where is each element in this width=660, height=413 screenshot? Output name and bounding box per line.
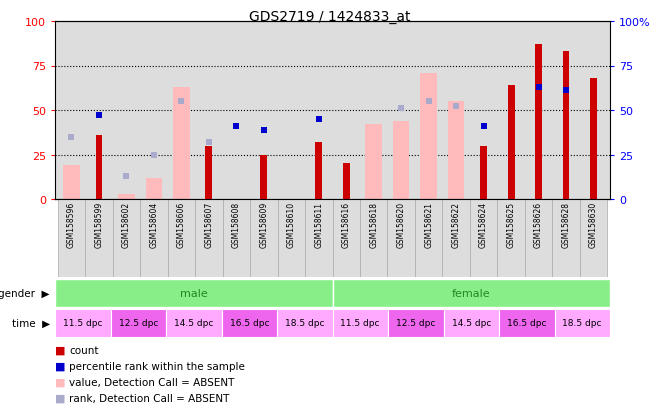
Bar [85, 199, 113, 277]
Text: 14.5 dpc: 14.5 dpc [451, 319, 491, 328]
Text: GSM158618: GSM158618 [369, 202, 378, 247]
Text: 12.5 dpc: 12.5 dpc [119, 319, 158, 328]
Text: GSM158626: GSM158626 [534, 202, 543, 247]
Bar [261, 155, 267, 199]
Bar [113, 199, 140, 277]
Text: GSM158630: GSM158630 [589, 202, 598, 248]
Bar [480, 146, 487, 199]
Bar [508, 86, 515, 199]
Text: GSM158599: GSM158599 [94, 202, 104, 248]
Text: GSM158624: GSM158624 [479, 202, 488, 247]
Text: ■: ■ [55, 345, 65, 355]
Text: female: female [452, 288, 490, 298]
Text: GSM158604: GSM158604 [149, 202, 158, 248]
Bar [470, 199, 498, 277]
Bar [205, 146, 213, 199]
Text: 18.5 dpc: 18.5 dpc [562, 319, 602, 328]
Text: 16.5 dpc: 16.5 dpc [230, 319, 269, 328]
Text: value, Detection Call = ABSENT: value, Detection Call = ABSENT [69, 377, 234, 387]
Text: GSM158607: GSM158607 [205, 202, 213, 248]
Bar [57, 199, 85, 277]
Bar [415, 199, 442, 277]
Text: GSM158616: GSM158616 [342, 202, 350, 247]
Bar [562, 52, 570, 199]
Text: rank, Detection Call = ABSENT: rank, Detection Call = ABSENT [69, 393, 230, 403]
Bar [590, 79, 597, 199]
Text: 14.5 dpc: 14.5 dpc [174, 319, 213, 328]
Bar [343, 164, 350, 199]
Bar [420, 74, 437, 199]
Bar [166, 309, 222, 337]
Bar [535, 45, 542, 199]
Bar [63, 166, 80, 199]
Bar [55, 309, 110, 337]
Bar [366, 125, 382, 199]
Bar [448, 102, 465, 199]
Text: male: male [180, 288, 208, 298]
Bar [222, 199, 250, 277]
Bar [360, 199, 387, 277]
Bar [333, 199, 360, 277]
Bar [305, 199, 333, 277]
Bar [579, 199, 607, 277]
Bar [140, 199, 168, 277]
Bar [554, 309, 610, 337]
Bar [278, 199, 305, 277]
Text: GSM158608: GSM158608 [232, 202, 241, 247]
Text: GSM158625: GSM158625 [507, 202, 515, 247]
Text: 16.5 dpc: 16.5 dpc [507, 319, 546, 328]
Text: GSM158596: GSM158596 [67, 202, 76, 248]
Bar [110, 309, 166, 337]
Text: ■: ■ [55, 377, 65, 387]
Bar [525, 199, 552, 277]
Text: GSM158620: GSM158620 [397, 202, 406, 247]
Bar [444, 309, 499, 337]
Bar [55, 279, 333, 307]
Text: ■: ■ [55, 361, 65, 371]
Text: 18.5 dpc: 18.5 dpc [285, 319, 325, 328]
Text: 11.5 dpc: 11.5 dpc [63, 319, 102, 328]
Text: time  ▶: time ▶ [12, 318, 50, 328]
Bar [333, 279, 610, 307]
Text: percentile rank within the sample: percentile rank within the sample [69, 361, 245, 371]
Bar [499, 309, 554, 337]
Text: gender  ▶: gender ▶ [0, 288, 50, 298]
Bar [388, 309, 444, 337]
Bar [277, 309, 333, 337]
Text: GDS2719 / 1424833_at: GDS2719 / 1424833_at [249, 10, 411, 24]
Text: ■: ■ [55, 393, 65, 403]
Bar [250, 199, 278, 277]
Text: 11.5 dpc: 11.5 dpc [341, 319, 380, 328]
Bar [146, 178, 162, 199]
Bar [333, 309, 388, 337]
Text: GSM158611: GSM158611 [314, 202, 323, 247]
Bar [222, 309, 277, 337]
Bar [552, 199, 579, 277]
Bar [118, 194, 135, 199]
Bar [168, 199, 195, 277]
Bar [96, 135, 102, 199]
Bar [498, 199, 525, 277]
Text: GSM158610: GSM158610 [287, 202, 296, 247]
Text: GSM158628: GSM158628 [562, 202, 570, 247]
Bar [315, 143, 322, 199]
Text: GSM158609: GSM158609 [259, 202, 269, 248]
Text: GSM158602: GSM158602 [122, 202, 131, 247]
Bar [393, 121, 409, 199]
Text: 12.5 dpc: 12.5 dpc [396, 319, 436, 328]
Text: GSM158621: GSM158621 [424, 202, 433, 247]
Text: GSM158606: GSM158606 [177, 202, 186, 248]
Bar [173, 88, 189, 199]
Text: count: count [69, 345, 98, 355]
Bar [195, 199, 222, 277]
Text: GSM158622: GSM158622 [451, 202, 461, 247]
Bar [442, 199, 470, 277]
Bar [387, 199, 415, 277]
